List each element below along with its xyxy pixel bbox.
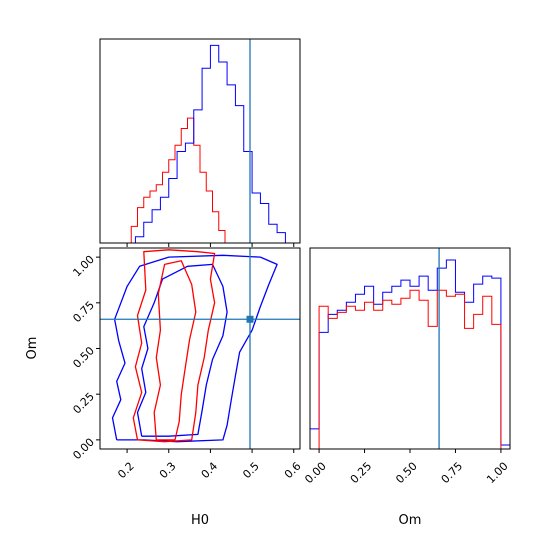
om-y-tick-label: 0.50 bbox=[70, 344, 97, 371]
contour-blue-level-2 bbox=[136, 263, 228, 437]
h0-histogram-red bbox=[125, 117, 232, 243]
om-y-tick-label: 0.25 bbox=[70, 390, 97, 417]
contour-red-level-2 bbox=[153, 260, 197, 441]
x-axis-label-h0: H0 bbox=[191, 513, 209, 528]
contour-red-level-1 bbox=[132, 249, 216, 443]
om-marginal-x-tick-label: 0.50 bbox=[393, 460, 420, 487]
om-marginal-plot-area bbox=[310, 248, 510, 449]
h0-x-tick-label: 0.3 bbox=[157, 460, 179, 482]
h0-histogram-blue bbox=[134, 44, 294, 243]
om-marginal-x-tick-label: 0.75 bbox=[439, 460, 466, 487]
om-histogram-blue bbox=[310, 259, 510, 449]
om-marginal-frame bbox=[309, 247, 511, 450]
om-histogram-red bbox=[310, 289, 510, 449]
om-y-tick-label: 0.00 bbox=[70, 436, 97, 463]
om-marginal-x-tick-label: 1.00 bbox=[484, 460, 511, 487]
om-marginal-x-tick-label: 0.00 bbox=[302, 460, 329, 487]
h0-om-contour-panel: 0.2 0.3 0.4 0.5 0.6 0.00 0.25 0.50 0.75 1.00 bbox=[70, 247, 304, 482]
om-y-tick-label: 1.00 bbox=[70, 253, 97, 280]
om-y-tick-label: 0.75 bbox=[70, 299, 97, 326]
y-axis-label-om: Om bbox=[25, 337, 40, 360]
contour-plot-area bbox=[100, 248, 300, 449]
contour-blue-level-1 bbox=[111, 254, 278, 443]
h0-marginal-plot-area bbox=[125, 39, 294, 243]
h0-x-tick-label: 0.5 bbox=[240, 460, 262, 482]
om-marginal-panel: 0.00 0.25 0.50 0.75 1.00 bbox=[302, 247, 511, 487]
om-marginal-x-tick-label: 0.25 bbox=[348, 460, 375, 487]
h0-x-tick-label: 0.2 bbox=[115, 460, 137, 482]
h0-x-tick-label: 0.4 bbox=[199, 460, 221, 482]
truth-marker bbox=[246, 315, 254, 323]
h0-marginal-frame bbox=[99, 38, 301, 244]
h0-x-tick-label: 0.6 bbox=[282, 460, 304, 482]
x-axis-label-om: Om bbox=[399, 513, 422, 528]
h0-marginal-panel bbox=[99, 38, 301, 247]
